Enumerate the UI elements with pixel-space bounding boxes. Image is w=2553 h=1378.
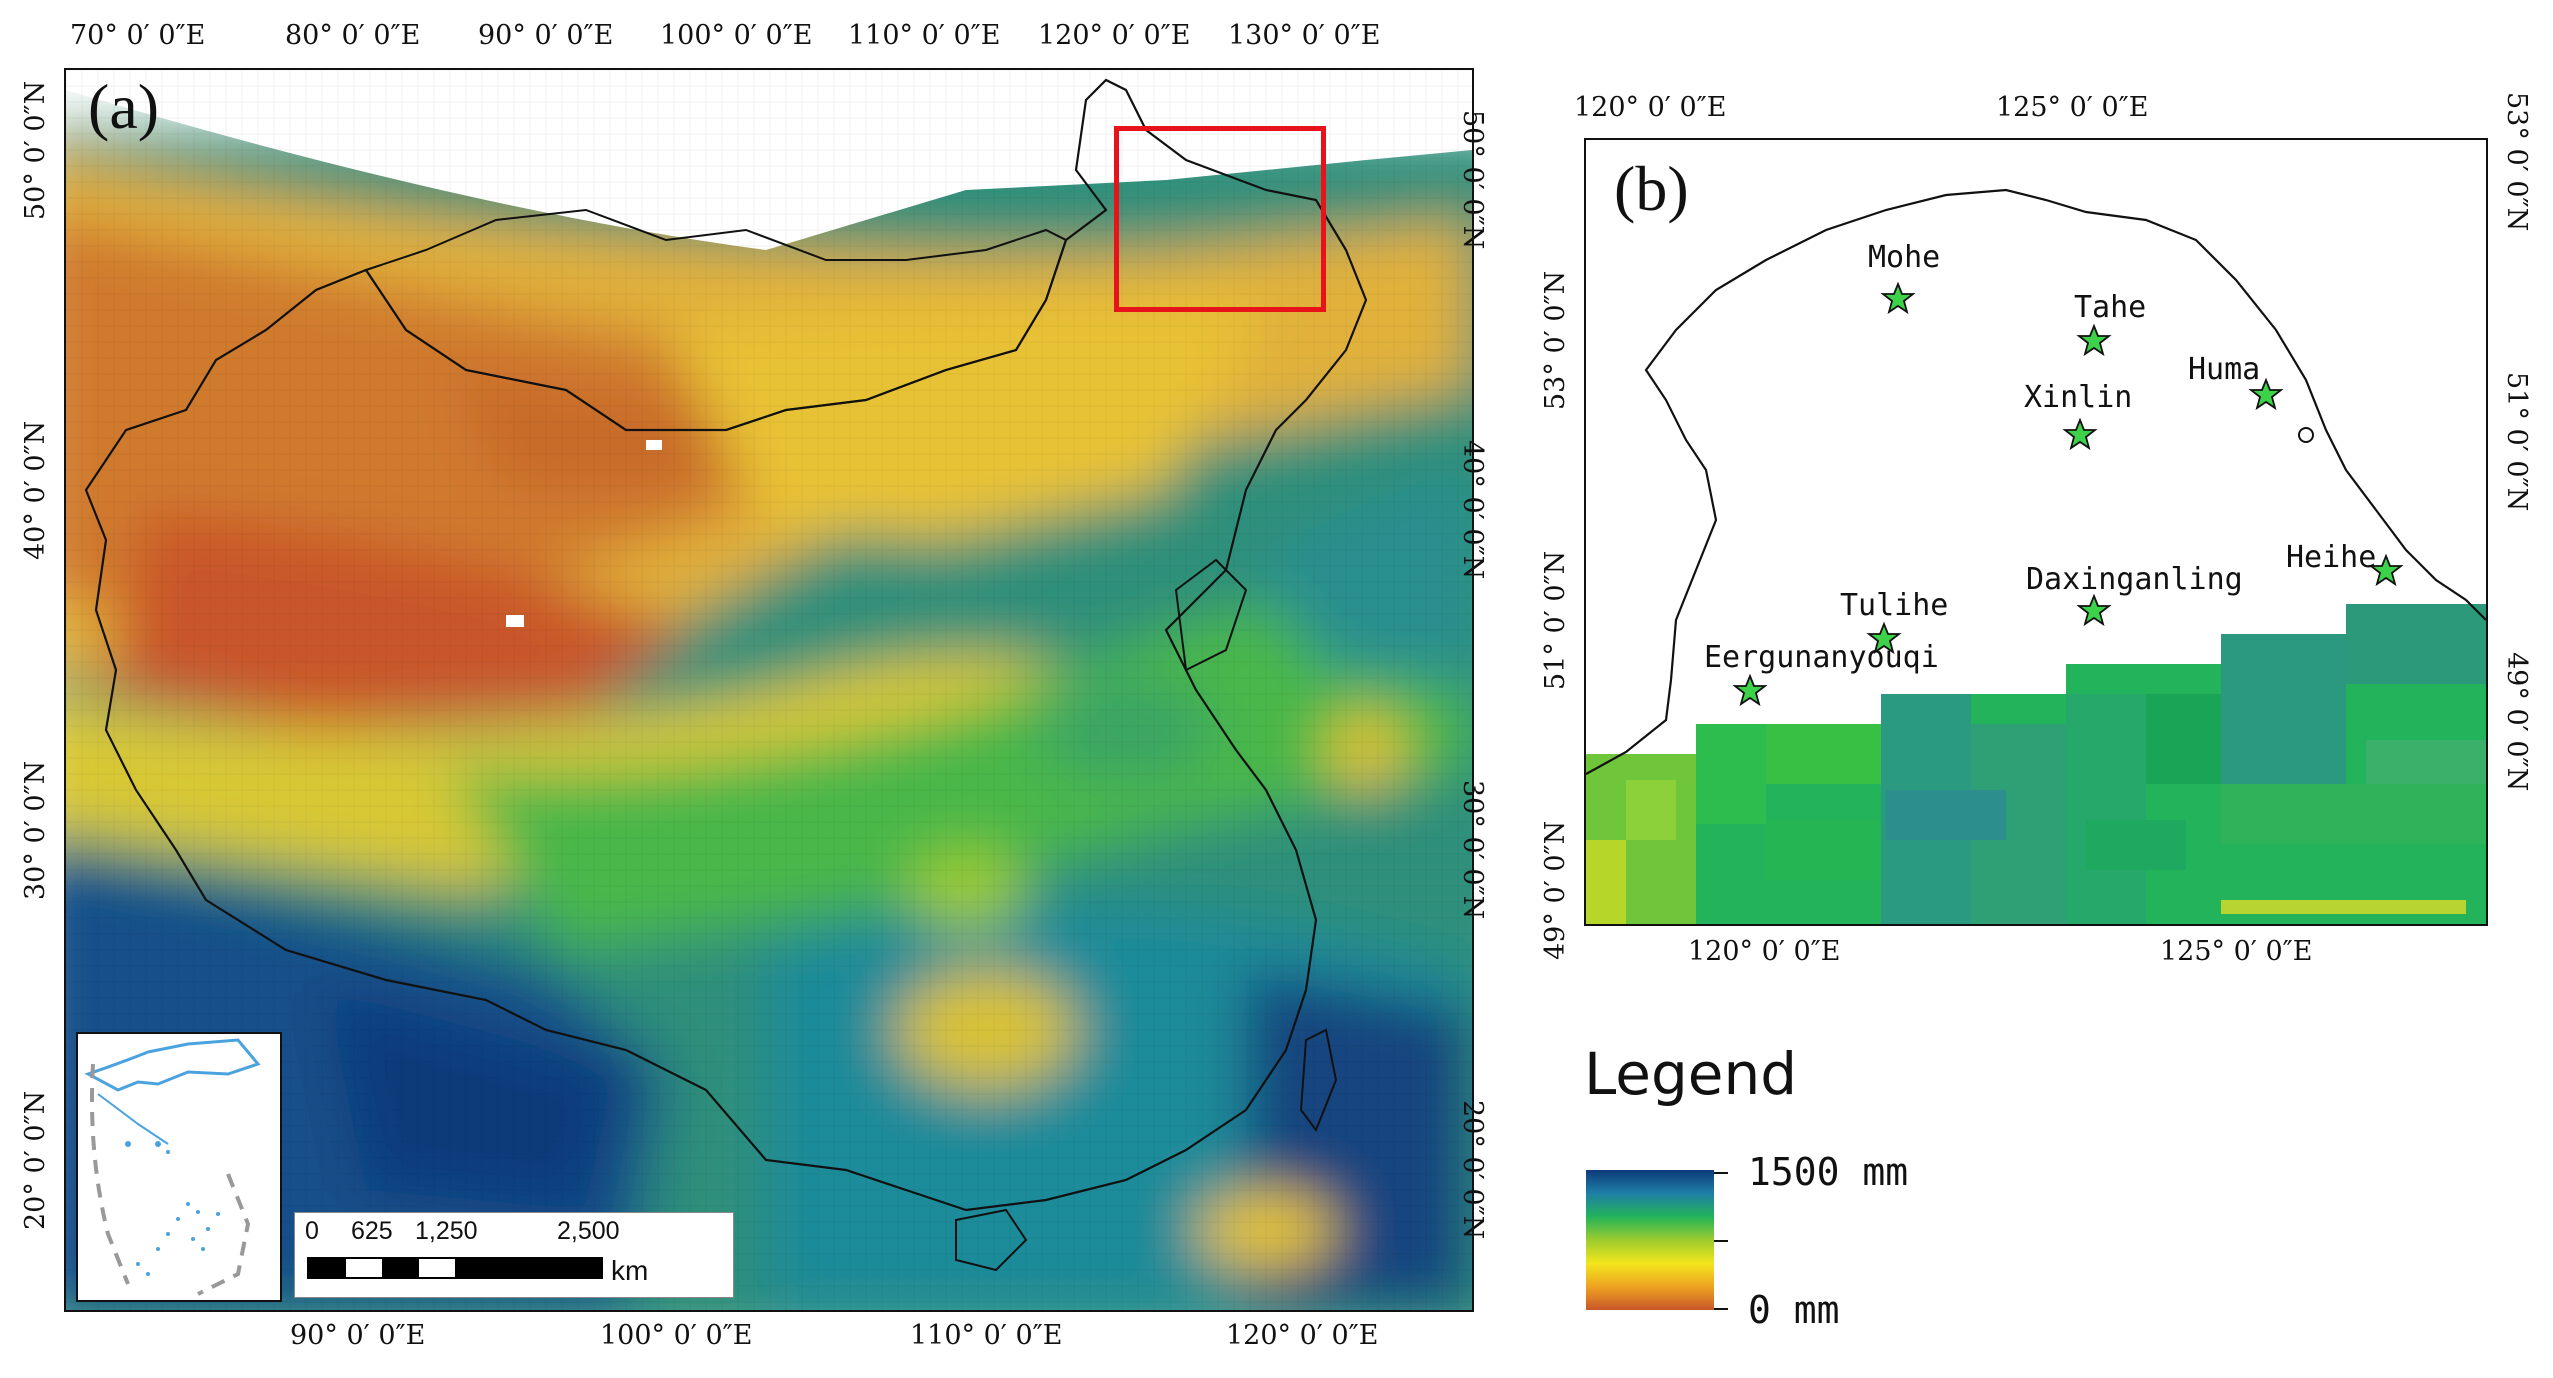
station-marker-heihe [2368,553,2404,587]
station-label-tulihe: Tulihe [1840,588,1949,623]
station-label-xinlin: Xinlin [2024,380,2133,415]
station-marker-xinlin [2062,417,2098,451]
b-left-tick-51: 51° 0′ 0″N [1540,550,1571,690]
b-right-tick-51: 51° 0′ 0″N [2501,372,2532,512]
legend-tick-min [1714,1308,1728,1310]
a-left-tick-40: 40° 0′ 0″N [20,420,51,560]
a-top-tick-80: 80° 0′ 0″E [285,20,421,51]
panel-b-label: (b) [1614,153,1689,224]
a-right-tick-20: 20° 0′ 0″N [1457,1100,1488,1240]
b-right-tick-49: 49° 0′ 0″N [2501,652,2532,792]
station-marker-daxinganling [2076,593,2112,627]
inset-map-drawing [84,1038,261,1296]
a-right-tick-40: 40° 0′ 0″N [1457,440,1488,580]
b-bottom-tick-125: 125° 0′ 0″E [2160,936,2313,967]
south-china-sea-inset [76,1032,282,1302]
b-top-tick-120: 120° 0′ 0″E [1574,92,1727,123]
a-top-tick-100: 100° 0′ 0″E [660,20,813,51]
scale-label-0: 0 [305,1217,319,1245]
a-right-tick-50: 50° 0′ 0″N [1457,110,1488,250]
station-marker-tulihe [1866,621,1902,655]
a-bottom-tick-110: 110° 0′ 0″E [910,1320,1063,1351]
a-top-tick-130: 130° 0′ 0″E [1228,20,1381,51]
precipitation-raster-b [1586,188,2486,924]
b-bottom-tick-120: 120° 0′ 0″E [1688,936,1841,967]
b-left-tick-49: 49° 0′ 0″N [1540,820,1571,960]
station-label-huma: Huma [2188,352,2261,387]
study-region-outline [1586,188,2486,775]
a-top-tick-110: 110° 0′ 0″E [848,20,1001,51]
a-bottom-tick-100: 100° 0′ 0″E [600,1320,753,1351]
station-label-tahe: Tahe [2074,290,2147,325]
a-bottom-tick-90: 90° 0′ 0″E [290,1320,426,1351]
a-top-tick-120: 120° 0′ 0″E [1038,20,1191,51]
station-marker-huma [2248,377,2284,411]
station-label-mohe: Mohe [1868,240,1941,275]
legend-tick-max [1714,1172,1728,1174]
station-label-daxinganling: Daxinganling [2026,562,2243,597]
study-area-highlight-box [1114,126,1326,312]
map-panel-a: (a) 0 625 1,250 2,500 km [64,68,1474,1312]
a-top-tick-90: 90° 0′ 0″E [478,20,614,51]
a-right-tick-30: 30° 0′ 0″N [1457,780,1488,920]
a-bottom-tick-120: 120° 0′ 0″E [1226,1320,1379,1351]
b-left-tick-53: 53° 0′ 0″N [1540,270,1571,410]
station-marker-tahe [2076,323,2112,357]
a-left-tick-20: 20° 0′ 0″N [20,1090,51,1230]
legend-max-label: 1500 mm [1748,1150,1909,1194]
scale-label-625: 625 [351,1217,393,1245]
a-left-tick-50: 50° 0′ 0″N [20,80,51,220]
legend-min-label: 0 mm [1748,1288,1840,1332]
scale-label-2500: 2,500 [557,1217,620,1245]
map-panel-b: (b) Mohe Tahe Huma Xinlin Heihe Daxingan… [1584,138,2488,926]
scale-bar: 0 625 1,250 2,500 km [294,1212,734,1298]
legend-tick-mid [1714,1240,1728,1242]
a-left-tick-30: 30° 0′ 0″N [20,760,51,900]
legend-title: Legend [1584,1040,1798,1108]
scale-label-1250: 1,250 [415,1217,478,1245]
station-label-eergunanyouqi: Eergunanyouqi [1704,640,1939,675]
station-label-heihe: Heihe [2286,540,2377,575]
scale-bar-graphic [307,1257,603,1279]
legend-color-ramp [1586,1170,1714,1310]
station-marker-mohe [1880,281,1916,315]
panel-a-label: (a) [88,71,160,142]
a-top-tick-70: 70° 0′ 0″E [70,20,206,51]
scale-unit: km [611,1255,649,1286]
station-marker-eergunanyouqi [1732,673,1768,707]
b-top-tick-125: 125° 0′ 0″E [1996,92,2149,123]
b-right-tick-53: 53° 0′ 0″N [2501,92,2532,232]
precipitation-raster-a [66,70,1472,1310]
